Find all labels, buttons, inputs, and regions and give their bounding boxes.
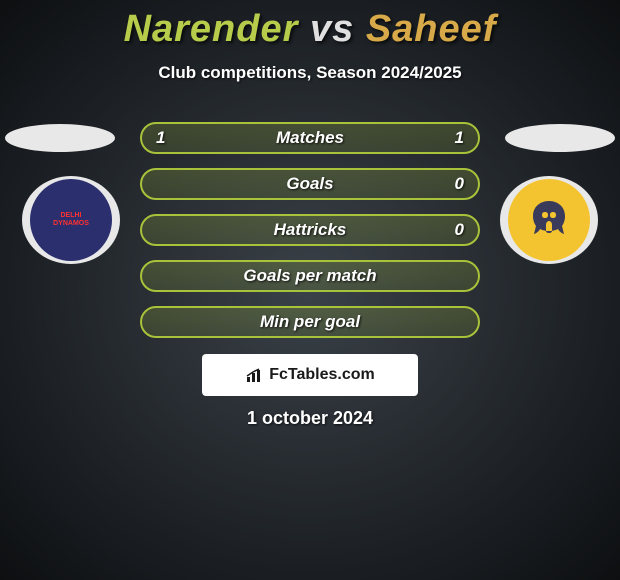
player2-badge [505,124,615,152]
stat-left-value: 1 [156,128,165,148]
stat-row-hattricks: Hattricks 0 [140,214,480,246]
stat-row-goals-per-match: Goals per match [140,260,480,292]
date-text: 1 october 2024 [0,408,620,429]
stat-right-value: 1 [455,128,464,148]
vs-text: vs [310,8,354,50]
comparison-title: Narender vs Saheef [0,0,620,51]
chart-icon [245,367,265,383]
player2-name: Saheef [366,8,497,50]
club1-logo-inner: DELHIDYNAMOS [30,179,112,261]
stat-label: Matches [276,128,344,148]
club2-logo [500,176,598,264]
player1-badge [5,124,115,152]
stat-right-value: 0 [455,174,464,194]
stat-row-matches: 1 Matches 1 [140,122,480,154]
club1-logo: DELHIDYNAMOS [22,176,120,264]
stat-rows: 1 Matches 1 Goals 0 Hattricks 0 Goals pe… [140,122,480,352]
stat-label: Goals per match [243,266,376,286]
stat-right-value: 0 [455,220,464,240]
watermark: FcTables.com [202,354,418,396]
watermark-text: FcTables.com [269,366,375,384]
subtitle: Club competitions, Season 2024/2025 [0,63,620,83]
stat-row-min-per-goal: Min per goal [140,306,480,338]
club2-logo-inner [508,179,590,261]
stat-label: Goals [286,174,333,194]
club1-label: DELHIDYNAMOS [53,212,89,227]
player1-name: Narender [124,8,299,50]
elephant-icon [522,193,576,247]
stat-label: Min per goal [260,312,360,332]
stat-row-goals: Goals 0 [140,168,480,200]
stat-label: Hattricks [274,220,347,240]
